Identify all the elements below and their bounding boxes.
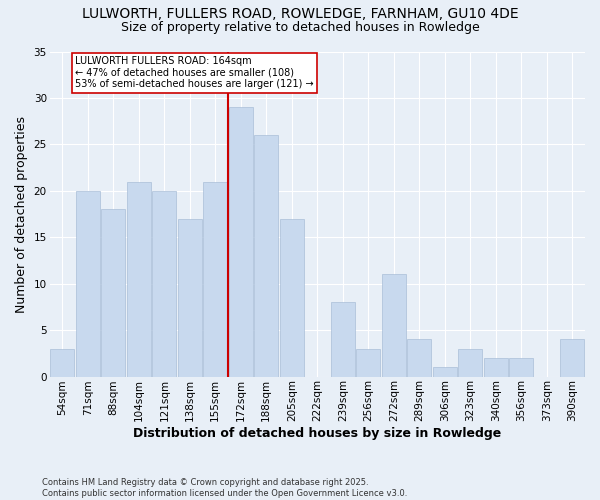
Bar [560, 340, 584, 376]
Bar [382, 274, 406, 376]
Text: Contains HM Land Registry data © Crown copyright and database right 2025.
Contai: Contains HM Land Registry data © Crown c… [42, 478, 407, 498]
Bar [331, 302, 355, 376]
Bar [458, 348, 482, 376]
Bar [484, 358, 508, 376]
Y-axis label: Number of detached properties: Number of detached properties [15, 116, 28, 312]
Text: LULWORTH FULLERS ROAD: 164sqm
← 47% of detached houses are smaller (108)
53% of : LULWORTH FULLERS ROAD: 164sqm ← 47% of d… [75, 56, 314, 90]
Bar [127, 182, 151, 376]
Text: Size of property relative to detached houses in Rowledge: Size of property relative to detached ho… [121, 22, 479, 35]
X-axis label: Distribution of detached houses by size in Rowledge: Distribution of detached houses by size … [133, 427, 502, 440]
Bar [509, 358, 533, 376]
Bar [76, 191, 100, 376]
Text: LULWORTH, FULLERS ROAD, ROWLEDGE, FARNHAM, GU10 4DE: LULWORTH, FULLERS ROAD, ROWLEDGE, FARNHA… [82, 8, 518, 22]
Bar [407, 340, 431, 376]
Bar [203, 182, 227, 376]
Bar [178, 218, 202, 376]
Bar [152, 191, 176, 376]
Bar [50, 348, 74, 376]
Bar [433, 368, 457, 376]
Bar [254, 135, 278, 376]
Bar [280, 218, 304, 376]
Bar [101, 210, 125, 376]
Bar [229, 107, 253, 376]
Bar [356, 348, 380, 376]
